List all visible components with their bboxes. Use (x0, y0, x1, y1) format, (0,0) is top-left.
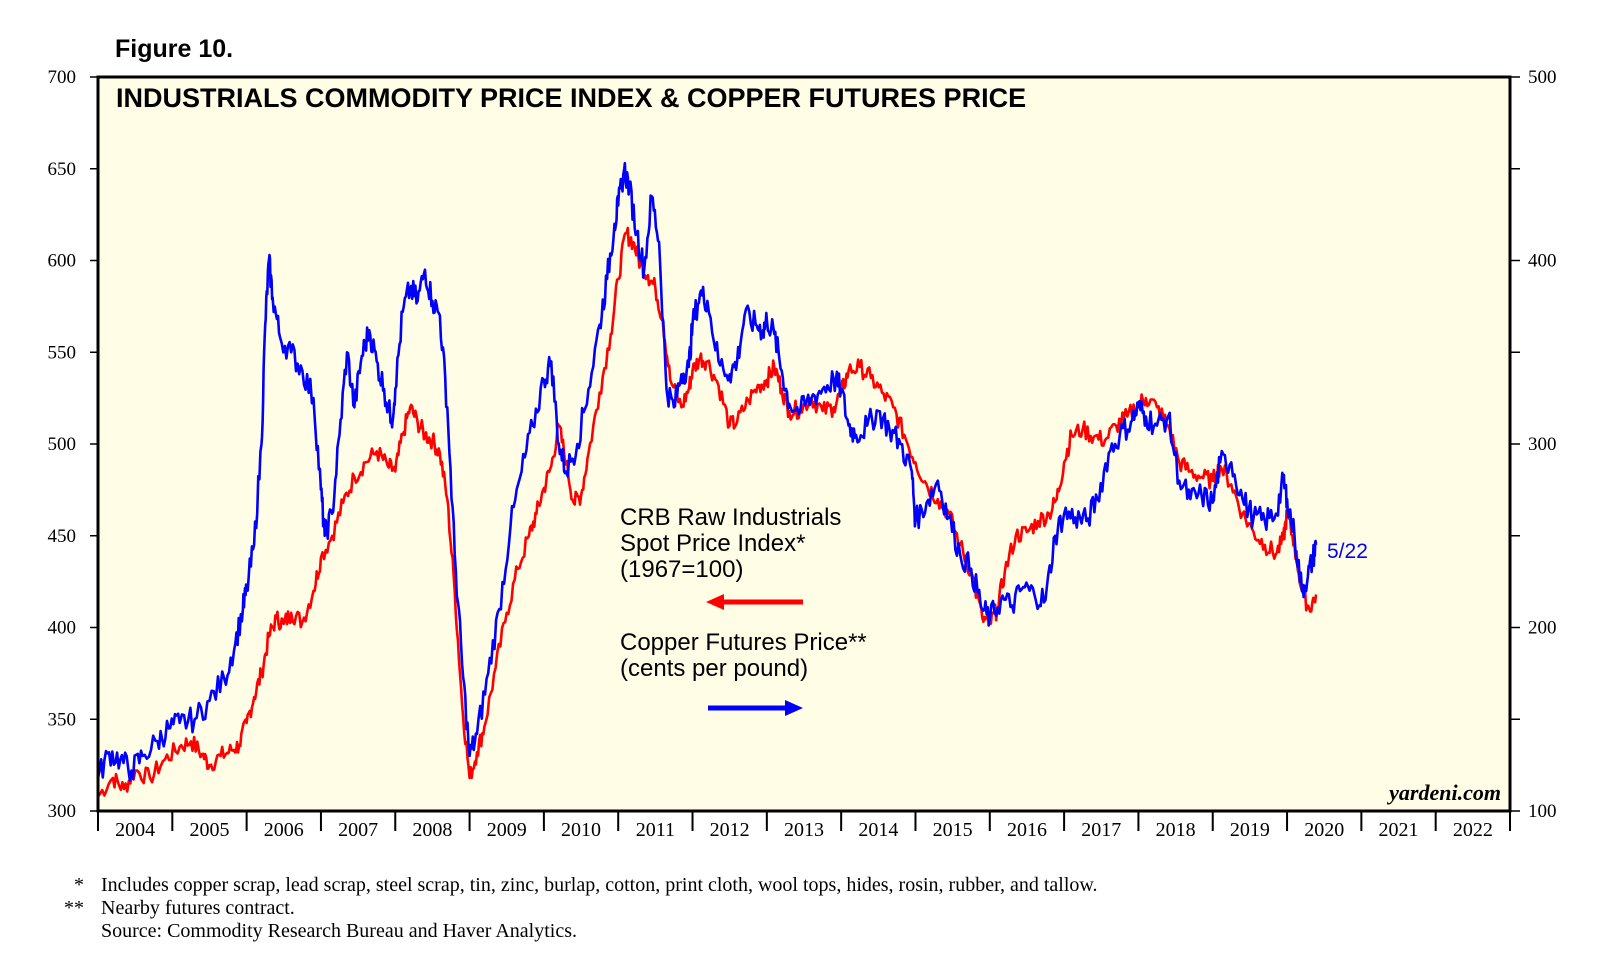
left-tick-label: 550 (48, 342, 77, 363)
left-tick-label: 600 (48, 251, 77, 272)
footnote-source-text: Source: Commodity Research Bureau and Ha… (101, 920, 577, 942)
footnotes: * Includes copper scrap, lead scrap, ste… (64, 874, 1098, 942)
left-tick-label: 300 (48, 801, 77, 822)
legend-series2-line2: (cents per pound) (620, 655, 808, 682)
plot-background (98, 77, 1510, 811)
figure-label: Figure 10. (115, 35, 233, 63)
left-tick-label: 700 (48, 67, 77, 88)
x-tick-label: 2013 (784, 819, 824, 841)
left-tick-label: 450 (48, 526, 77, 547)
x-tick-label: 2005 (189, 819, 229, 841)
x-tick-label: 2007 (338, 819, 378, 841)
x-tick-label: 2015 (933, 819, 973, 841)
x-tick-label: 2020 (1304, 819, 1344, 841)
legend-series1-line2: Spot Price Index* (620, 530, 805, 557)
left-tick-label: 650 (48, 159, 77, 180)
x-tick-label: 2009 (487, 819, 527, 841)
x-tick-label: 2012 (710, 819, 750, 841)
x-tick-label: 2008 (412, 819, 452, 841)
footnote-2-text: Nearby futures contract. (101, 897, 295, 919)
x-tick-label: 2018 (1156, 819, 1196, 841)
right-axis: 100 200 300 400 500 (1510, 67, 1557, 822)
series-line-1 (97, 226, 1318, 798)
right-tick-label: 200 (1528, 618, 1557, 639)
left-tick-label: 400 (48, 618, 77, 639)
legend-series1-line1: CRB Raw Industrials (620, 504, 841, 531)
credit-label: yardeni.com (1386, 780, 1501, 805)
right-tick-label: 100 (1528, 801, 1557, 822)
x-tick-label: 2006 (264, 819, 304, 841)
left-tick-label: 500 (48, 434, 77, 455)
legend-left-arrow (706, 594, 803, 610)
series-layer (96, 161, 1318, 798)
left-axis: 300 350 400 450 500 550 600 650 700 (48, 67, 98, 822)
left-tick-label: 350 (48, 709, 77, 730)
x-tick-label: 2016 (1007, 819, 1047, 841)
legend-right-arrow (708, 700, 803, 716)
footnote-2-marker: ** (64, 897, 84, 919)
footnote-1-marker: * (74, 874, 84, 896)
chart-title: INDUSTRIALS COMMODITY PRICE INDEX & COPP… (116, 83, 1026, 113)
legend-series1-line3: (1967=100) (620, 556, 743, 583)
right-tick-label: 400 (1528, 251, 1557, 272)
x-tick-label: 2010 (561, 819, 601, 841)
x-tick-label: 2014 (858, 819, 898, 841)
legend: CRB Raw Industrials Spot Price Index* (1… (620, 504, 867, 716)
right-tick-label: 300 (1528, 434, 1557, 455)
right-tick-label: 500 (1528, 67, 1557, 88)
end-date-label: 5/22 (1327, 540, 1368, 563)
x-tick-label: 2017 (1081, 819, 1121, 841)
footnote-1-text: Includes copper scrap, lead scrap, steel… (101, 874, 1098, 896)
x-tick-label: 2022 (1453, 819, 1493, 841)
x-tick-label: 2019 (1230, 819, 1270, 841)
x-tick-label: 2021 (1379, 819, 1419, 841)
x-tick-label: 2011 (636, 819, 675, 841)
x-tick-label: 2004 (115, 819, 155, 841)
legend-series2-line1: Copper Futures Price** (620, 629, 867, 656)
x-axis: 2004 2005 2006 2007 2008 2009 2010 2011 2012 2013… (97, 811, 1511, 841)
series-line-2 (96, 161, 1318, 782)
